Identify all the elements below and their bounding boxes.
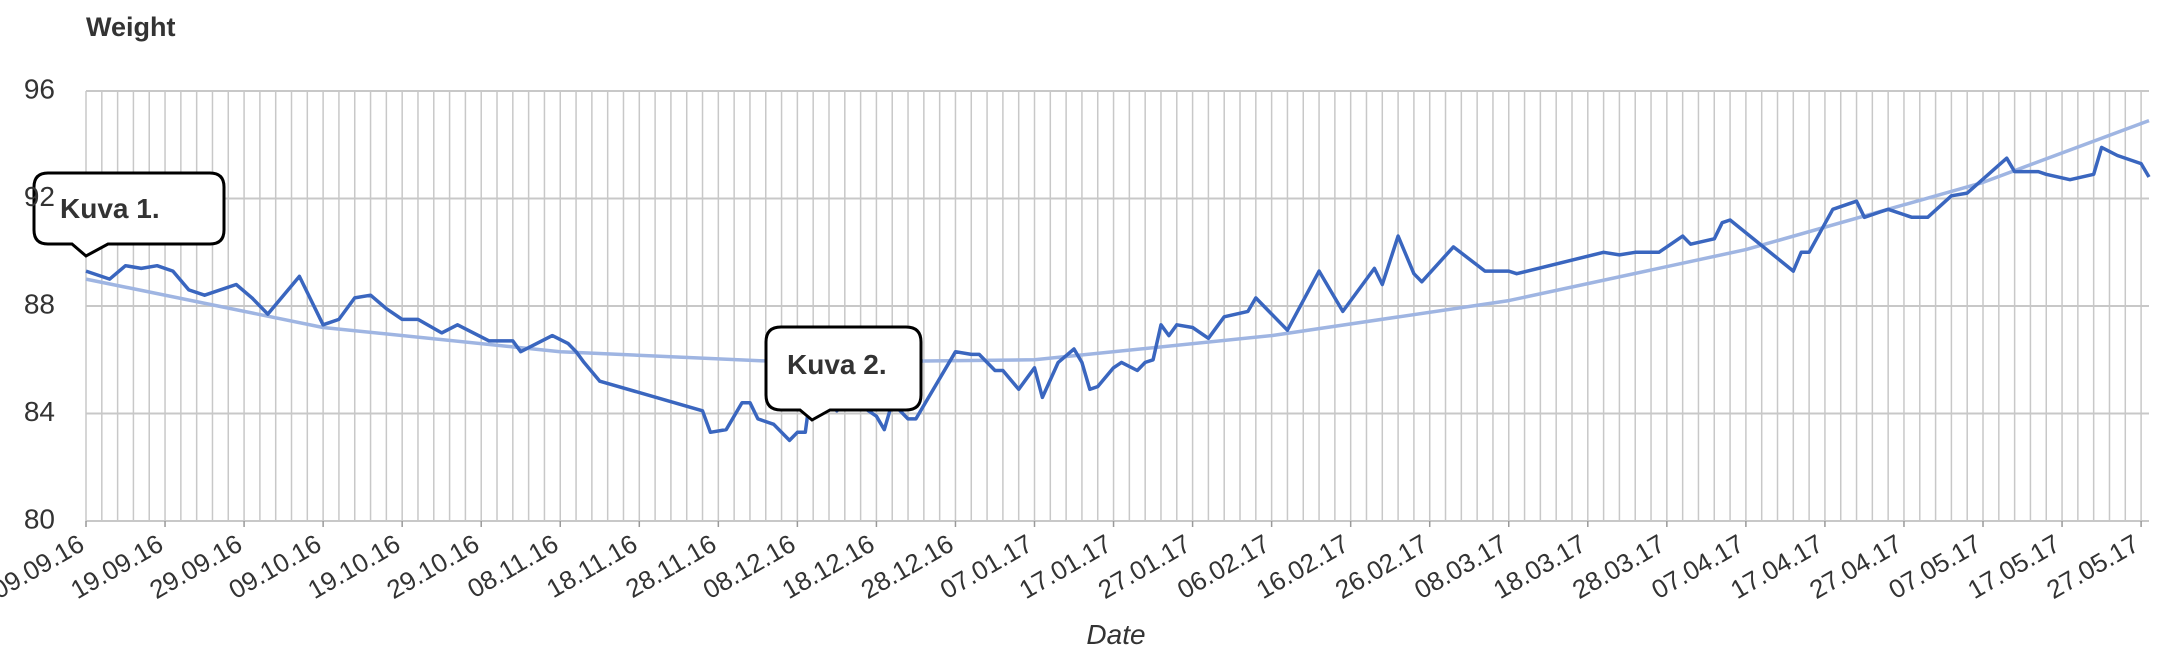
x-axis-label: Date	[1086, 619, 1145, 650]
plot	[85, 118, 2151, 443]
callout: Kuva 1.	[32, 171, 226, 258]
x-tick-label: 08.11.16	[462, 528, 563, 604]
annotation: Kuva 2.	[787, 349, 887, 380]
chart-title: Weight	[86, 12, 176, 42]
series-line	[85, 145, 2151, 443]
y-tick-label: 88	[24, 288, 55, 319]
x-tick-label: 18.11.16	[541, 528, 642, 604]
y-tick-label: 92	[24, 181, 55, 212]
x-tick-label: 27.05.17	[2041, 528, 2144, 605]
y-tick-label: 84	[24, 396, 55, 427]
y-tick-label: 96	[24, 73, 55, 104]
callout: Kuva 2.	[764, 325, 923, 422]
callout-box	[764, 325, 923, 422]
annotation: Kuva 1.	[60, 193, 160, 224]
grid	[85, 90, 2149, 527]
callout-box	[32, 171, 226, 258]
x-tick-label: 29.10.16	[382, 528, 485, 605]
y-tick-label: 80	[24, 503, 55, 534]
series-line	[85, 118, 2150, 365]
